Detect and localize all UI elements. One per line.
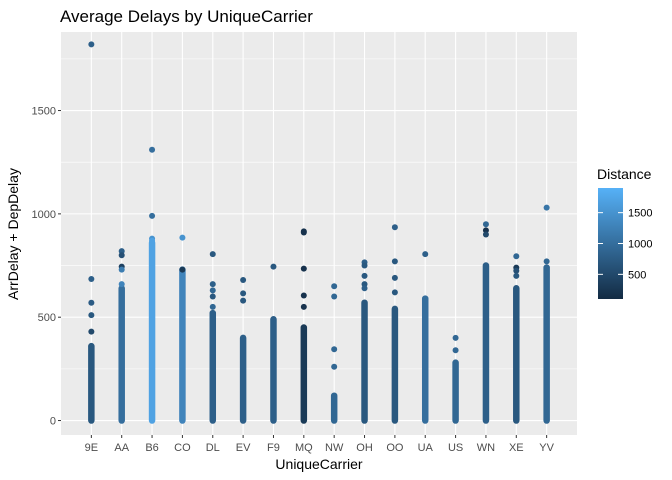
data-point bbox=[149, 146, 156, 153]
legend-tick-label: 1000 bbox=[628, 239, 652, 251]
x-tick-label: DL bbox=[206, 442, 220, 454]
data-point bbox=[240, 290, 247, 297]
data-point bbox=[331, 283, 338, 290]
y-tick-label: 1500 bbox=[32, 106, 56, 118]
data-point bbox=[422, 251, 429, 258]
chart-title: Average Delays by UniqueCarrier bbox=[60, 7, 313, 26]
legend-tick-label: 500 bbox=[628, 269, 646, 281]
data-point bbox=[391, 224, 398, 231]
x-tick-label: UA bbox=[418, 442, 434, 454]
x-tick-label: F9 bbox=[267, 442, 280, 454]
data-point bbox=[300, 303, 307, 310]
x-tick-label: NW bbox=[325, 442, 344, 454]
data-point bbox=[452, 334, 459, 341]
minor-gridlines bbox=[61, 58, 577, 370]
data-point bbox=[118, 266, 125, 273]
data-point bbox=[391, 274, 398, 281]
x-tick-label: MQ bbox=[295, 442, 313, 454]
data-point bbox=[149, 212, 156, 219]
x-axis-ticks: 9E AA B6 CO DL EV F9 MQ NW OH OO UA US WN XE YV bbox=[85, 435, 555, 454]
x-tick-label: US bbox=[448, 442, 463, 454]
data-point bbox=[300, 292, 307, 299]
data-point bbox=[482, 221, 489, 228]
data-point bbox=[149, 237, 156, 244]
data-point bbox=[300, 229, 307, 236]
data-point bbox=[361, 272, 368, 279]
data-point bbox=[513, 272, 520, 279]
data-point bbox=[391, 289, 398, 296]
data-point bbox=[482, 231, 489, 238]
data-point bbox=[118, 248, 125, 255]
data-point bbox=[482, 227, 489, 234]
data-point bbox=[209, 251, 216, 258]
data-point bbox=[209, 281, 216, 288]
plot-panel bbox=[61, 32, 577, 435]
data-point bbox=[391, 258, 398, 265]
data-point bbox=[331, 293, 338, 300]
x-tick-label: WN bbox=[477, 442, 495, 454]
x-tick-label: OH bbox=[356, 442, 373, 454]
data-point bbox=[88, 41, 95, 48]
data-point bbox=[331, 363, 338, 370]
y-axis-title: ArrDelay + DepDelay bbox=[5, 168, 21, 300]
data-point bbox=[88, 328, 95, 335]
legend-title: Distance bbox=[597, 166, 652, 182]
data-point bbox=[513, 267, 520, 274]
data-point bbox=[331, 346, 338, 353]
data-point bbox=[118, 252, 125, 259]
data-point bbox=[209, 303, 216, 310]
x-tick-label: B6 bbox=[145, 442, 158, 454]
data-point bbox=[361, 281, 368, 288]
x-tick-label: AA bbox=[114, 442, 129, 454]
data-point bbox=[209, 293, 216, 300]
data-point bbox=[179, 234, 186, 241]
y-tick-label: 0 bbox=[50, 416, 56, 428]
data-point bbox=[88, 299, 95, 306]
data-point bbox=[240, 277, 247, 283]
color-legend: Distance 500 1000 1500 bbox=[597, 166, 652, 299]
data-point bbox=[118, 281, 125, 288]
data-point bbox=[361, 262, 368, 269]
data-point bbox=[452, 347, 459, 354]
data-point bbox=[513, 253, 520, 260]
data-point bbox=[179, 266, 186, 273]
y-axis-ticks: 0 500 1000 1500 bbox=[32, 106, 61, 428]
x-tick-label: YV bbox=[539, 442, 554, 454]
data-point bbox=[543, 264, 550, 271]
x-tick-label: CO bbox=[174, 442, 191, 454]
data-point bbox=[209, 287, 216, 294]
data-point bbox=[270, 263, 277, 270]
y-tick-label: 1000 bbox=[32, 209, 56, 221]
data-points bbox=[88, 41, 550, 424]
data-point bbox=[300, 265, 307, 272]
x-tick-label: 9E bbox=[85, 442, 98, 454]
data-point bbox=[88, 275, 95, 282]
y-tick-label: 500 bbox=[38, 312, 56, 324]
x-axis-title: UniqueCarrier bbox=[275, 456, 362, 472]
data-point bbox=[240, 297, 247, 304]
legend-ticks: 500 1000 1500 bbox=[598, 208, 652, 281]
legend-tick-label: 1500 bbox=[628, 208, 652, 220]
x-tick-label: XE bbox=[509, 442, 524, 454]
data-point bbox=[88, 312, 95, 319]
x-tick-label: OO bbox=[386, 442, 404, 454]
data-point bbox=[361, 285, 368, 292]
x-tick-label: EV bbox=[236, 442, 251, 454]
data-point bbox=[543, 258, 550, 265]
data-point bbox=[543, 204, 550, 211]
